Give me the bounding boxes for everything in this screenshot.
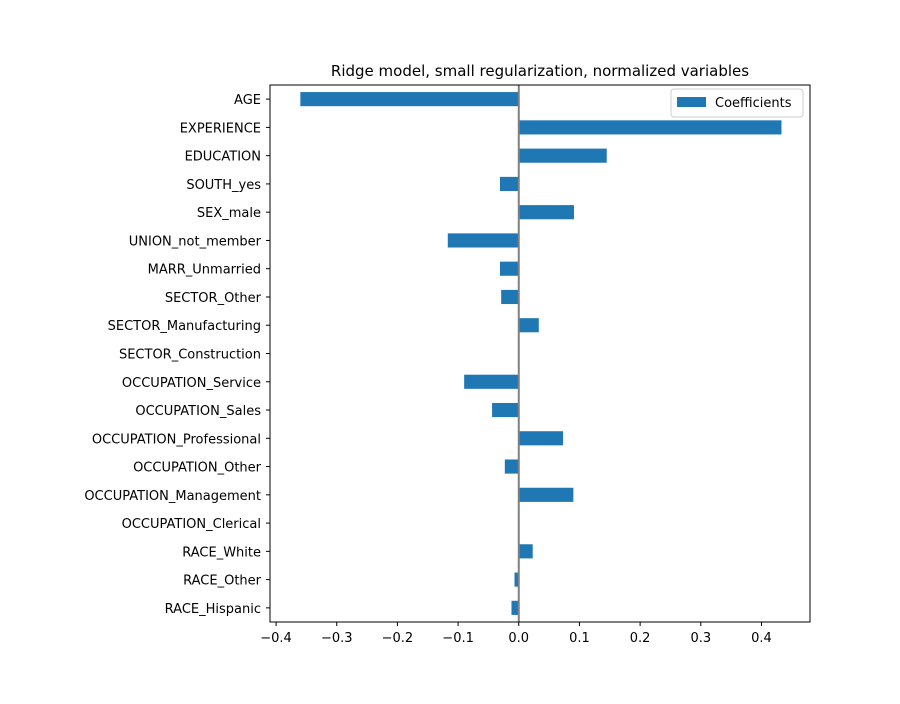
y-tick-label: SEX_male bbox=[197, 206, 261, 221]
bar bbox=[518, 318, 539, 333]
legend-swatch bbox=[677, 97, 706, 107]
x-tick-label: 0.2 bbox=[630, 631, 651, 646]
bars-layer bbox=[300, 92, 782, 615]
x-tick-label: 0.3 bbox=[690, 631, 711, 646]
y-tick-label: OCCUPATION_Sales bbox=[135, 404, 261, 419]
y-tick-label: SOUTH_yes bbox=[186, 178, 261, 193]
chart-title: Ridge model, small regularization, norma… bbox=[331, 62, 749, 80]
y-tick-label: RACE_Hispanic bbox=[165, 602, 261, 617]
bar bbox=[300, 92, 519, 107]
x-tick-label: 0.0 bbox=[508, 631, 529, 646]
x-axis: −0.4 −0.3 −0.2 −0.1 0.0 0.1 0.2 0.3 0.4 bbox=[260, 622, 772, 646]
bar bbox=[492, 402, 519, 418]
bar bbox=[518, 120, 782, 135]
bar bbox=[511, 600, 519, 615]
x-tick-label: −0.1 bbox=[442, 631, 474, 646]
x-tick-label: −0.3 bbox=[321, 631, 353, 646]
bar bbox=[501, 289, 519, 305]
legend-label: Coefficients bbox=[715, 96, 792, 111]
y-tick-label: OCCUPATION_Clerical bbox=[122, 517, 261, 532]
y-tick-labels: AGE EXPERIENCE EDUCATION SOUTH_yes SEX_male U… bbox=[84, 93, 270, 617]
bar bbox=[464, 374, 519, 389]
y-tick-label: RACE_White bbox=[182, 545, 261, 560]
y-tick-label: SECTOR_Manufacturing bbox=[108, 319, 261, 334]
legend: Coefficients bbox=[670, 88, 804, 118]
legend-box bbox=[670, 88, 804, 118]
y-tick-label: SECTOR_Construction bbox=[119, 348, 261, 363]
bar bbox=[447, 233, 519, 248]
y-tick-label: UNION_not_member bbox=[129, 234, 262, 249]
x-tick-label: −0.4 bbox=[260, 631, 292, 646]
bar bbox=[518, 544, 533, 559]
x-tick-label: 0.1 bbox=[569, 631, 590, 646]
y-tick-label: AGE bbox=[234, 93, 261, 108]
bar bbox=[514, 572, 519, 587]
x-tick-label: −0.2 bbox=[382, 631, 414, 646]
bar bbox=[518, 431, 564, 446]
bar bbox=[499, 176, 519, 191]
plot-frame bbox=[269, 84, 811, 623]
y-tick-label: OCCUPATION_Other bbox=[133, 461, 262, 476]
bar bbox=[518, 205, 574, 220]
y-tick-label: OCCUPATION_Service bbox=[122, 376, 261, 391]
bar bbox=[504, 459, 519, 474]
y-tick-label: MARR_Unmarried bbox=[148, 263, 261, 278]
y-tick-label: OCCUPATION_Professional bbox=[92, 432, 261, 447]
y-tick-label: EDUCATION bbox=[185, 150, 261, 165]
bar bbox=[499, 261, 519, 276]
x-tick-label: 0.4 bbox=[751, 631, 772, 646]
y-tick-label: RACE_Other bbox=[183, 574, 262, 589]
y-tick-label: SECTOR_Other bbox=[165, 291, 262, 306]
y-tick-label: OCCUPATION_Management bbox=[84, 489, 261, 504]
bar bbox=[518, 487, 574, 502]
bar bbox=[518, 148, 607, 163]
y-tick-label: EXPERIENCE bbox=[180, 121, 261, 136]
